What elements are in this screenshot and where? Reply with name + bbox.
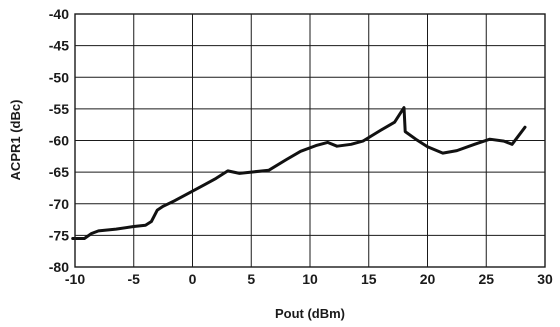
x-tick-label: 15 xyxy=(361,271,377,287)
grid xyxy=(75,14,545,267)
x-axis-title: Pout (dBm) xyxy=(275,306,345,321)
y-tick-label: -70 xyxy=(49,196,69,212)
y-tick-label: -80 xyxy=(49,259,69,275)
x-tick-label: 30 xyxy=(537,271,553,287)
y-tick-label: -40 xyxy=(49,6,69,22)
x-tick-label: 20 xyxy=(420,271,436,287)
y-axis-title: ACPR1 (dBc) xyxy=(8,100,23,181)
x-tick-label: 25 xyxy=(478,271,494,287)
y-tick-label: -60 xyxy=(49,133,69,149)
x-tick-label: 5 xyxy=(247,271,255,287)
y-tick-label: -65 xyxy=(49,164,69,180)
plot-frame xyxy=(74,13,546,268)
x-tick-label: 10 xyxy=(302,271,318,287)
x-tick-label: -10 xyxy=(65,271,85,287)
x-tick-label: 0 xyxy=(189,271,197,287)
x-tick-label: -5 xyxy=(128,271,141,287)
acpr-series-line xyxy=(71,106,527,240)
y-tick-label: -75 xyxy=(49,227,69,243)
series-layer xyxy=(71,106,527,240)
y-tick-labels: -40 -45 -50 -55 -60 -65 -70 -75 -80 xyxy=(49,6,69,275)
y-tick-label: -50 xyxy=(49,69,69,85)
x-tick-labels: -10 -5 0 5 10 15 20 25 30 xyxy=(65,271,553,287)
y-tick-label: -45 xyxy=(49,38,69,54)
y-tick-label: -55 xyxy=(49,101,69,117)
